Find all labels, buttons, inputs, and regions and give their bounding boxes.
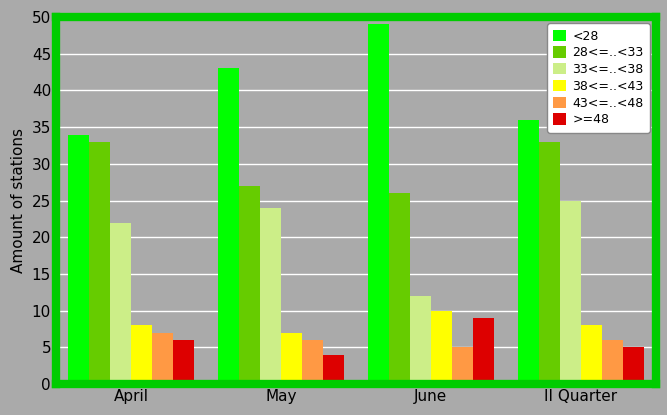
Bar bbox=[602, 340, 623, 384]
Legend: <28, 28<=..<33, 33<=..<38, 38<=..<43, 43<=..<48, >=48: <28, 28<=..<33, 33<=..<38, 38<=..<43, 43… bbox=[547, 23, 650, 133]
Bar bbox=[452, 347, 473, 384]
Bar bbox=[68, 134, 89, 384]
Bar bbox=[389, 193, 410, 384]
Bar bbox=[110, 222, 131, 384]
Bar bbox=[539, 142, 560, 384]
Bar bbox=[89, 142, 110, 384]
Bar bbox=[281, 333, 302, 384]
Bar bbox=[560, 200, 581, 384]
Bar bbox=[302, 340, 323, 384]
Bar bbox=[623, 347, 644, 384]
Bar bbox=[473, 318, 494, 384]
Bar bbox=[239, 186, 260, 384]
Bar bbox=[431, 311, 452, 384]
Bar bbox=[152, 333, 173, 384]
Bar bbox=[323, 355, 344, 384]
Bar bbox=[581, 325, 602, 384]
Bar bbox=[260, 208, 281, 384]
Y-axis label: Amount of stations: Amount of stations bbox=[11, 128, 26, 273]
Bar bbox=[131, 325, 152, 384]
Bar bbox=[518, 120, 539, 384]
Bar bbox=[173, 340, 194, 384]
Bar bbox=[368, 24, 389, 384]
Bar bbox=[410, 296, 431, 384]
Bar bbox=[218, 68, 239, 384]
